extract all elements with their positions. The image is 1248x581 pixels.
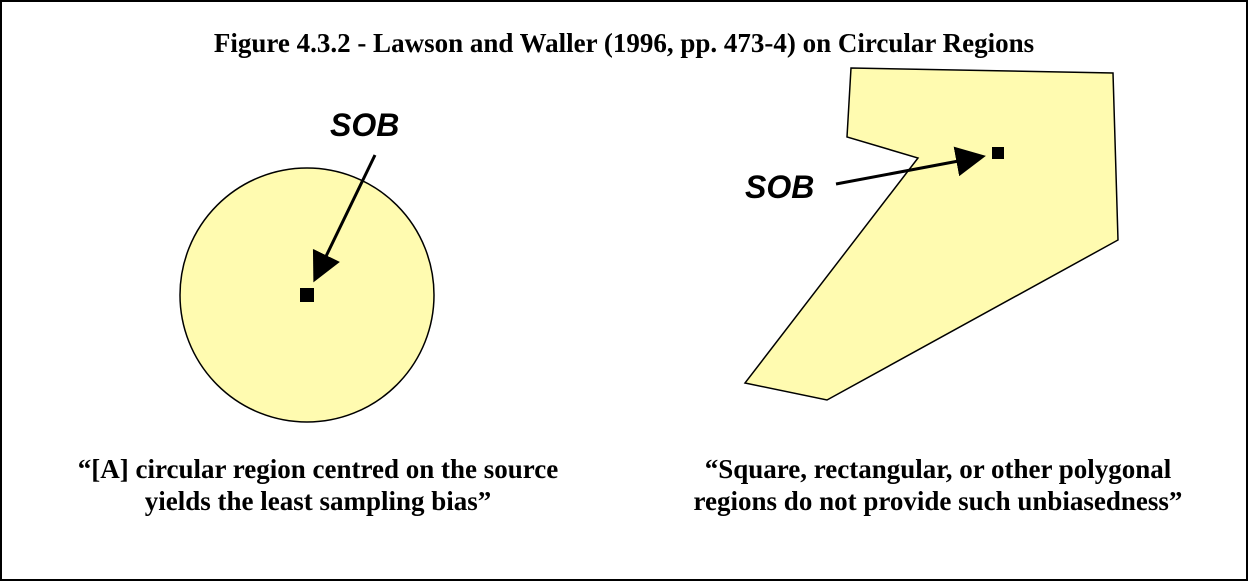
caption: regions do not provide such unbiasedness… [694,486,1183,516]
arrow [312,154,377,283]
source-point [992,147,1004,159]
caption: “Square, rectangular, or other polygonal [705,454,1172,484]
sob-label: SOB [745,169,814,205]
title: Figure 4.3.2 - Lawson and Waller (1996, … [214,28,1034,58]
arrow [835,146,986,186]
source-point [300,288,314,302]
caption: yields the least sampling bias” [145,486,492,516]
polygon-region [743,67,1119,401]
sob-label: SOB [330,107,399,143]
caption: “[A] circular region centred on the sour… [78,454,558,484]
